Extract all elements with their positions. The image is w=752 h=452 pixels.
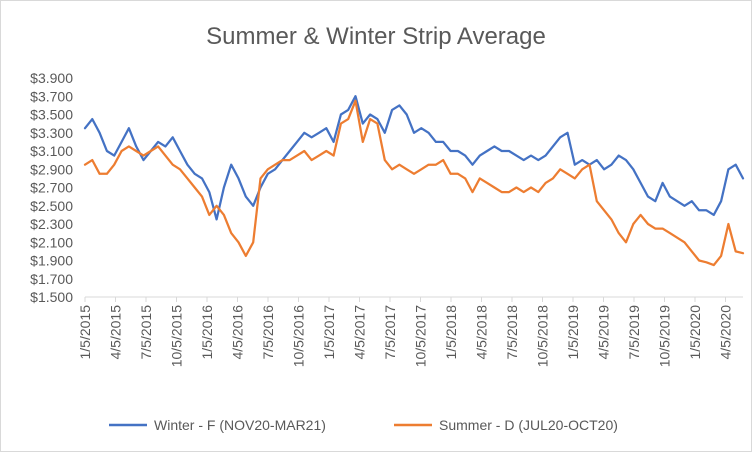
x-tick-label: 4/5/2017 [352, 305, 368, 360]
y-tick-label: $3.100 [30, 143, 73, 159]
legend-label: Winter - F (NOV20-MAR21) [154, 417, 326, 433]
series-lines [83, 95, 745, 267]
y-tick-label: $2.100 [30, 234, 73, 250]
y-tick-label: $2.700 [30, 180, 73, 196]
legend: Winter - F (NOV20-MAR21) Summer - D (JUL2… [109, 417, 618, 433]
chart-title: Summer & Winter Strip Average [206, 23, 546, 50]
x-tick-label: 1/5/2018 [443, 305, 459, 360]
summer-series-line [83, 99, 745, 267]
x-tick-label: 4/5/2015 [108, 305, 124, 360]
x-tick-label: 10/5/2016 [291, 305, 307, 367]
y-tick-label: $2.500 [30, 198, 73, 214]
x-tick-label: 7/5/2015 [138, 305, 154, 360]
y-tick-label: $3.900 [30, 70, 73, 86]
x-tick-label: 1/5/2017 [321, 305, 337, 360]
x-tick-label: 4/5/2020 [718, 305, 734, 360]
x-tick-label: 10/5/2019 [657, 305, 673, 367]
x-tick-label: 10/5/2015 [169, 305, 185, 367]
y-tick-label: $3.300 [30, 125, 73, 141]
x-tick-label: 1/5/2019 [565, 305, 581, 360]
y-tick-label: $1.700 [30, 271, 73, 287]
x-tick-label: 7/5/2019 [626, 305, 642, 360]
y-tick-label: $3.500 [30, 107, 73, 123]
x-tick-label: 10/5/2017 [413, 305, 429, 367]
axes: $1.500 $1.700 $1.900 $2.100 $2.300 $2.500 $2.7… [30, 70, 743, 367]
y-tick-label: $2.900 [30, 161, 73, 177]
x-tick-label: 10/5/2018 [535, 305, 551, 367]
winter-series-line [83, 95, 745, 221]
x-tick-label: 7/5/2016 [260, 305, 276, 360]
y-tick-label: $1.500 [30, 289, 73, 305]
x-tick-label: 1/5/2015 [77, 305, 93, 360]
y-tick-label: $3.700 [30, 88, 73, 104]
x-tick-label: 7/5/2018 [504, 305, 520, 360]
x-tick-label: 1/5/2020 [687, 305, 703, 360]
x-tick-label: 7/5/2017 [382, 305, 398, 360]
legend-label: Summer - D (JUL20-OCT20) [439, 417, 618, 433]
x-tick-label: 1/5/2016 [199, 305, 215, 360]
y-tick-label: $1.900 [30, 253, 73, 269]
y-tick-label: $2.300 [30, 216, 73, 232]
x-tick-label: 4/5/2016 [230, 305, 246, 360]
x-tick-label: 4/5/2019 [596, 305, 612, 360]
x-tick-label: 4/5/2018 [474, 305, 490, 360]
